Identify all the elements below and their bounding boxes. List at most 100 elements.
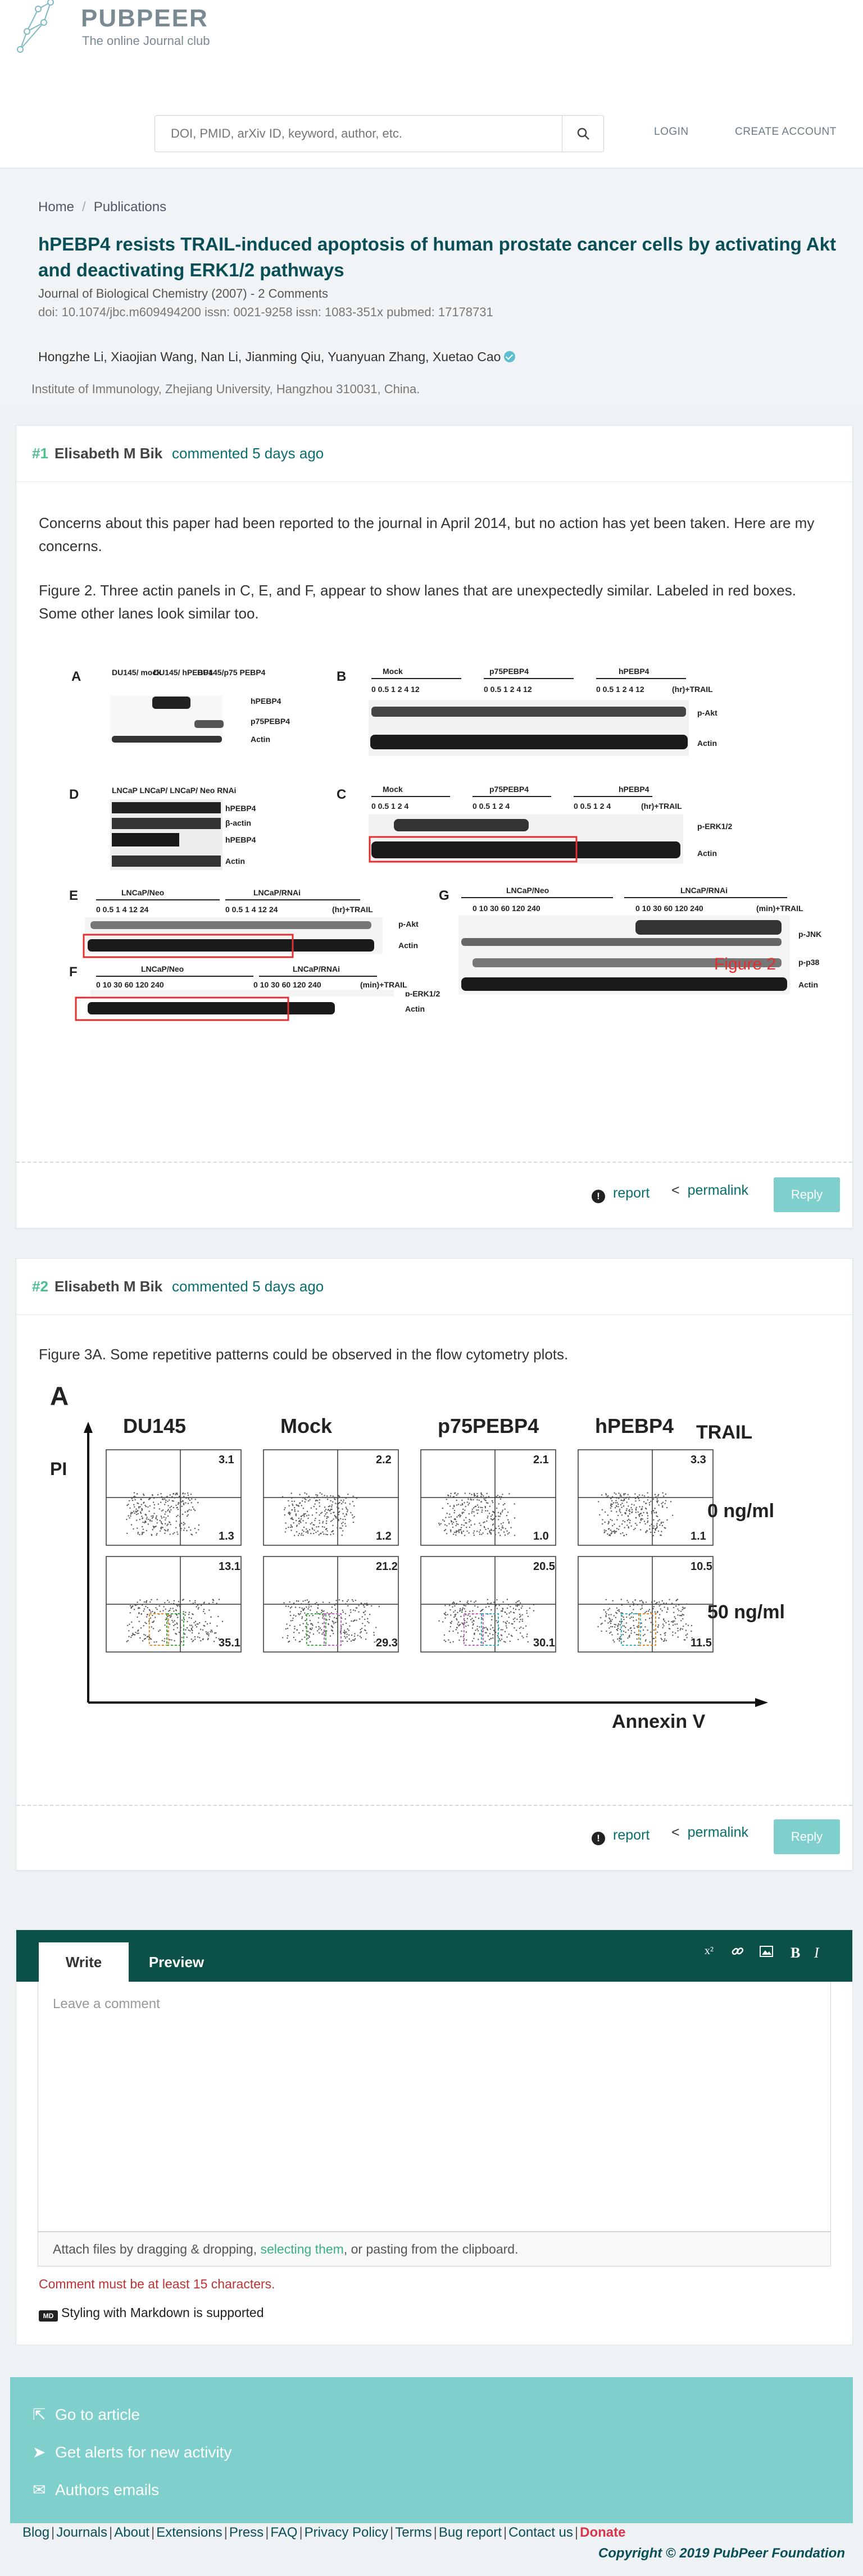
tab-write[interactable]: Write: [39, 1942, 129, 1982]
time-label: 0 0.5 1 2 4 12: [484, 685, 532, 694]
permalink-label: permalink: [687, 1182, 748, 1198]
author-list[interactable]: Hongzhe Li, Xiaojian Wang, Nan Li, Jianm…: [38, 349, 501, 364]
event-cloud: [281, 1492, 358, 1536]
quadrant-value: 13.1: [219, 1560, 240, 1573]
comment-header: #2 Elisabeth M Bik commented 5 days ago: [16, 1259, 852, 1315]
panel-letter: E: [69, 888, 78, 903]
report-button[interactable]: ! report: [592, 1827, 649, 1845]
time-label: 0 0.5 1 2 4: [574, 802, 611, 811]
comment-paragraph: Concerns about this paper had been repor…: [39, 515, 815, 554]
blot-label: β-actin: [225, 818, 251, 827]
link-divider: |: [151, 2525, 155, 2540]
quadrant-value: 1.1: [691, 1530, 706, 1542]
time-label: (hr)+TRAIL: [672, 685, 713, 694]
attach-text: Attach files by dragging & dropping,: [53, 2242, 261, 2256]
quadrant-value: 2.1: [533, 1454, 549, 1466]
highlight-box: [148, 1613, 169, 1646]
markdown-icon: MD: [39, 2310, 58, 2322]
reply-button[interactable]: Reply: [774, 1819, 840, 1854]
comment-date[interactable]: commented 5 days ago: [172, 445, 324, 462]
group-label: LNCaP/Neo: [121, 888, 164, 897]
breadcrumb-current[interactable]: Publications: [93, 199, 167, 215]
breadcrumb-home[interactable]: Home: [38, 199, 75, 215]
share-icon: <: [671, 1824, 680, 1840]
comment-textarea[interactable]: Leave a comment: [38, 1982, 831, 2232]
permalink-label: permalink: [687, 1824, 748, 1840]
markdown-label: Styling with Markdown is supported: [61, 2305, 264, 2320]
blot-label: DU145/p75 PEBP4: [197, 668, 266, 677]
report-icon: !: [592, 1190, 605, 1203]
comment-header: #1 Elisabeth M Bik commented 5 days ago: [16, 426, 852, 482]
comment-number[interactable]: #1: [32, 445, 48, 462]
link-icon[interactable]: [731, 1945, 744, 1962]
tab-preview[interactable]: Preview: [148, 1954, 205, 1970]
trail-label: TRAIL: [696, 1422, 752, 1443]
permalink-button[interactable]: < permalink: [671, 1824, 748, 1841]
site-name[interactable]: PUBPEER: [81, 4, 208, 32]
footer-link-about[interactable]: About: [114, 2525, 149, 2540]
panel-letter: G: [439, 888, 449, 903]
editor-toolbar: Write Preview x² B I: [16, 1930, 852, 1982]
time-label: (hr)+TRAIL: [332, 905, 373, 914]
alerts-link[interactable]: ➤ Get alerts for new activity: [33, 2443, 231, 2461]
footer-link-contact[interactable]: Contact us: [508, 2525, 573, 2540]
comment-author[interactable]: Elisabeth M Bik: [54, 445, 163, 462]
figure-2-western-blots[interactable]: A B C D E F G DU145/ mock DU145/ hPEBP4 …: [57, 662, 826, 996]
donate-link[interactable]: Donate: [580, 2525, 626, 2540]
group-label: p75PEBP4: [489, 667, 529, 676]
markdown-note[interactable]: MD Styling with Markdown is supported: [39, 2305, 264, 2322]
search-input[interactable]: [155, 116, 562, 152]
italic-icon[interactable]: I: [814, 1945, 819, 1961]
superscript-icon[interactable]: x²: [705, 1945, 714, 1957]
figure-3a-flow-cytometry[interactable]: A PI Annexin V TRAIL 0 ng/ml 50 ng/ml DU…: [44, 1382, 842, 1731]
footer-link-blog[interactable]: Blog: [22, 2525, 50, 2540]
x-axis-label: Annexin V: [612, 1711, 706, 1731]
blot-label: p-ERK1/2: [697, 822, 732, 831]
paper-title[interactable]: hPEBP4 resists TRAIL-induced apoptosis o…: [38, 234, 836, 280]
link-divider: |: [265, 2525, 269, 2540]
footer-link-press[interactable]: Press: [229, 2525, 264, 2540]
time-label: (hr)+TRAIL: [641, 802, 682, 811]
blot-label: hPEBP4: [225, 804, 256, 813]
footer-link-journals[interactable]: Journals: [56, 2525, 107, 2540]
comment-author[interactable]: Elisabeth M Bik: [54, 1278, 163, 1295]
group-label: Mock: [383, 667, 403, 676]
validation-error: Comment must be at least 15 characters.: [39, 2277, 275, 2291]
report-label: report: [613, 1827, 650, 1843]
link-divider: |: [51, 2525, 55, 2540]
group-label: LNCaP/Neo: [506, 886, 549, 895]
report-button[interactable]: ! report: [592, 1185, 649, 1203]
reply-button[interactable]: Reply: [774, 1177, 840, 1212]
blot-label: DU145/ mock: [112, 668, 161, 677]
link-divider: |: [574, 2525, 579, 2540]
footer-link-privacy[interactable]: Privacy Policy: [304, 2525, 389, 2540]
quadrant-value: 2.2: [376, 1454, 392, 1466]
comment-date[interactable]: commented 5 days ago: [172, 1278, 324, 1295]
authors-emails-link[interactable]: ✉ Authors emails: [33, 2481, 159, 2499]
time-label: (min)+TRAIL: [360, 980, 407, 989]
footer-link-bug-report[interactable]: Bug report: [438, 2525, 502, 2540]
image-icon[interactable]: [759, 1945, 774, 1962]
login-link[interactable]: LOGIN: [654, 126, 689, 138]
column-label: DU145: [123, 1414, 186, 1437]
attach-files: Attach files by dragging & dropping, sel…: [38, 2232, 831, 2266]
bold-icon[interactable]: B: [791, 1945, 801, 1961]
paper-authors: Hongzhe Li, Xiaojian Wang, Nan Li, Jianm…: [38, 349, 516, 365]
create-account-link[interactable]: CREATE ACCOUNT: [735, 126, 837, 138]
search-button[interactable]: [562, 116, 603, 152]
pubpeer-logo-icon[interactable]: [16, 0, 55, 54]
footer-link-extensions[interactable]: Extensions: [156, 2525, 222, 2540]
go-to-article-link[interactable]: ⇱ Go to article: [33, 2405, 140, 2424]
highlight-box: [324, 1613, 342, 1646]
blot-label: Actin: [225, 857, 245, 866]
footer-link-faq[interactable]: FAQ: [270, 2525, 298, 2540]
search-icon: [577, 128, 589, 140]
select-files-link[interactable]: selecting them: [260, 2242, 344, 2256]
permalink-button[interactable]: < permalink: [671, 1182, 748, 1199]
column-label: p75PEBP4: [438, 1414, 539, 1437]
footer-link-terms[interactable]: Terms: [395, 2525, 432, 2540]
comment-number[interactable]: #2: [32, 1278, 48, 1295]
highlight-box: [620, 1613, 641, 1646]
footer-item-label: Authors emails: [55, 2481, 160, 2498]
quadrant-value: 10.5: [691, 1560, 712, 1573]
